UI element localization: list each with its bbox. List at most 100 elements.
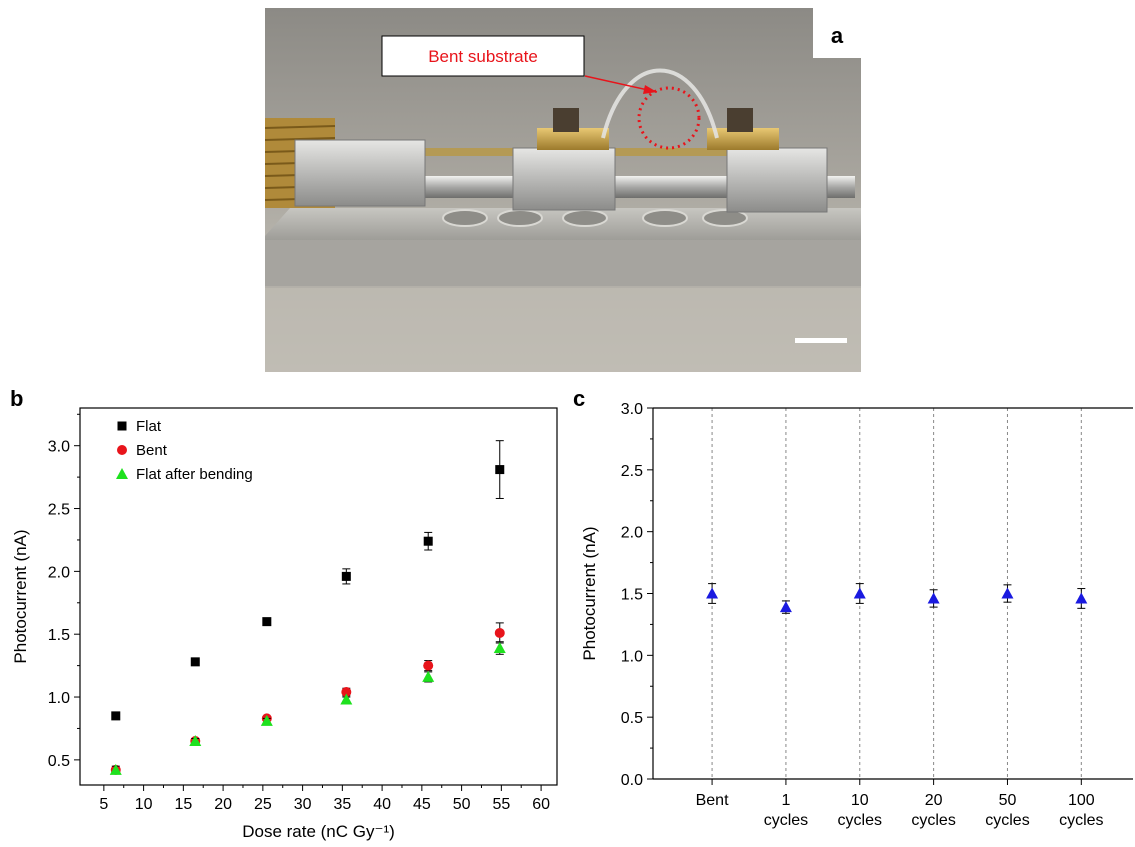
plot-frame xyxy=(79,407,558,786)
point-triangle xyxy=(1075,592,1088,604)
point-square xyxy=(341,571,351,581)
point-triangle xyxy=(706,587,719,599)
plot-points xyxy=(706,583,1088,614)
chart-b: b 5 10 15 20 25 30 35 40 45 50 55 60 0.5 1.0 1.5 2.0 2.… xyxy=(10,386,558,841)
x-tick-label: 50 xyxy=(453,796,471,813)
x-tick-label-line2: cycles xyxy=(764,812,808,829)
panel-letter-box xyxy=(813,8,861,58)
point-triangle xyxy=(779,601,792,613)
x-axis-ticks: 5 10 15 20 25 30 35 40 45 50 55 60 xyxy=(99,785,550,813)
axes xyxy=(652,407,1133,780)
base-plate-front xyxy=(265,240,861,288)
y-tick-label: 3.0 xyxy=(621,401,643,418)
callout-text: Bent substrate xyxy=(428,47,538,66)
x-axis-title: Dose rate (nC Gy⁻¹) xyxy=(242,822,395,841)
legend-label: Bent xyxy=(136,442,168,459)
point-triangle xyxy=(109,763,122,775)
point-triangle xyxy=(189,735,202,747)
x-tick-label: Bent xyxy=(696,792,729,809)
x-tick-label: 20 xyxy=(214,796,232,813)
y-axis-title: Photocurrent (nA) xyxy=(580,526,599,660)
point-triangle xyxy=(493,642,506,654)
x-tick-label: 10 xyxy=(135,796,153,813)
point-circle xyxy=(494,627,505,638)
legend-label: Flat after bending xyxy=(136,466,253,483)
x-tick-label: 45 xyxy=(413,796,431,813)
scale-bar xyxy=(795,338,847,343)
y-tick-label: 0.5 xyxy=(48,753,70,770)
x-tick-label-line2: cycles xyxy=(985,812,1029,829)
y-tick-label: 0.0 xyxy=(621,772,643,789)
y-tick-label: 2.0 xyxy=(48,564,70,581)
x-tick-label: 20 xyxy=(925,792,943,809)
panel-label-b: b xyxy=(10,386,23,411)
photo-panel: Bent substrate a xyxy=(265,8,861,372)
y-tick-label: 1.5 xyxy=(48,627,70,644)
point-triangle xyxy=(853,587,866,599)
x-tick-label: 15 xyxy=(174,796,192,813)
point-square xyxy=(495,465,505,475)
x-tick-label-line2: cycles xyxy=(911,812,955,829)
x-tick-label: 1 xyxy=(781,792,790,809)
x-tick-label: 55 xyxy=(492,796,510,813)
point-square xyxy=(423,536,433,546)
legend-marker-triangle xyxy=(116,468,128,479)
y-tick-label: 1.0 xyxy=(48,690,70,707)
x-tick-label: 5 xyxy=(99,796,108,813)
plot-points xyxy=(109,440,506,775)
callout-arrowhead xyxy=(643,85,657,94)
y-tick-label: 1.5 xyxy=(621,587,643,604)
photo-illustration: Bent substrate a xyxy=(265,8,861,372)
y-tick-label: 3.0 xyxy=(48,439,70,456)
x-tick-label: 30 xyxy=(294,796,312,813)
chart-c: c 0.0 0.5 1.0 1.5 2.0 2.5 3.0 Bent 1 cycles 10 cyc… xyxy=(573,386,1133,829)
y-tick-label: 1.0 xyxy=(621,648,643,665)
base-plate-top xyxy=(265,208,861,240)
y-tick-label: 0.5 xyxy=(621,710,643,727)
center-brass-clamp xyxy=(537,128,609,150)
point-triangle xyxy=(1001,587,1014,599)
point-triangle xyxy=(260,714,273,726)
callout-box xyxy=(381,35,585,77)
x-tick-label: 100 xyxy=(1068,792,1095,809)
x-tick-label: 60 xyxy=(532,796,550,813)
y-axis-ticks: 0.5 1.0 1.5 2.0 2.5 3.0 xyxy=(48,413,80,770)
x-tick-label-line2: cycles xyxy=(838,812,882,829)
y-axis-title: Photocurrent (nA) xyxy=(11,529,30,663)
panel-label-c: c xyxy=(573,386,585,411)
bent-substrate xyxy=(601,68,719,139)
point-square xyxy=(262,617,272,627)
x-tick-label: 40 xyxy=(373,796,391,813)
point-triangle xyxy=(422,670,435,682)
point-circle xyxy=(341,687,352,698)
point-square xyxy=(111,711,121,721)
right-clamp-block xyxy=(726,147,828,213)
point-triangle xyxy=(927,592,940,604)
highlight-circle xyxy=(637,86,701,150)
point-triangle xyxy=(340,693,353,705)
center-clamp-block xyxy=(512,147,616,211)
panel-label-a: a xyxy=(831,23,844,48)
x-tick-label: 10 xyxy=(851,792,869,809)
x-tick-label-line2: cycles xyxy=(1059,812,1103,829)
left-clamp-block xyxy=(294,139,426,207)
center-screw xyxy=(553,108,579,132)
base-plate-holes xyxy=(442,209,748,227)
point-circle xyxy=(423,660,434,671)
y-tick-label: 2.5 xyxy=(48,502,70,519)
y-axis-ticks: 0.0 0.5 1.0 1.5 2.0 2.5 3.0 xyxy=(621,401,653,789)
x-tick-label: 25 xyxy=(254,796,272,813)
legend-label: Flat xyxy=(136,418,162,435)
vertical-gridlines xyxy=(711,408,1082,779)
x-tick-label: 50 xyxy=(999,792,1017,809)
right-brass-clamp xyxy=(707,128,779,150)
table-surface xyxy=(265,286,861,372)
x-tick-label: 35 xyxy=(333,796,351,813)
right-screw xyxy=(727,108,753,132)
legend-marker-square xyxy=(117,421,127,431)
y-tick-label: 2.0 xyxy=(621,525,643,542)
legend-marker-circle xyxy=(117,445,127,455)
legend: Flat Bent Flat after bending xyxy=(116,418,253,483)
y-tick-label: 2.5 xyxy=(621,463,643,480)
point-square xyxy=(190,657,200,667)
